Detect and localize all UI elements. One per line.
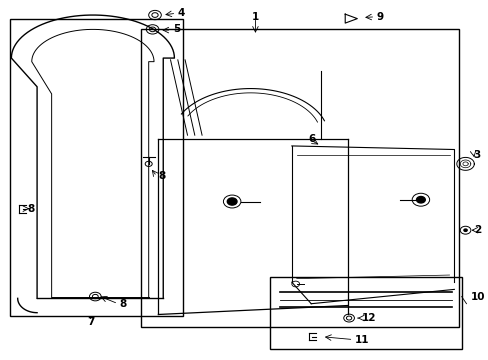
Text: 10: 10 (469, 292, 484, 302)
Text: 8: 8 (120, 299, 126, 309)
Text: 5: 5 (173, 24, 180, 35)
Text: 8: 8 (158, 171, 165, 181)
Text: 11: 11 (354, 334, 368, 345)
Text: 12: 12 (362, 313, 376, 323)
Text: 2: 2 (473, 225, 480, 235)
Circle shape (463, 229, 466, 231)
Text: 8: 8 (27, 204, 35, 214)
Bar (10, 19, 183, 316)
Text: 3: 3 (473, 150, 480, 160)
Bar (269, 277, 461, 348)
Text: 4: 4 (178, 8, 185, 18)
Circle shape (227, 198, 237, 205)
Bar (141, 30, 458, 327)
Text: 6: 6 (308, 134, 315, 144)
Circle shape (416, 197, 425, 203)
Text: 9: 9 (376, 12, 383, 22)
Text: 1: 1 (251, 12, 259, 22)
Text: 7: 7 (86, 317, 94, 327)
